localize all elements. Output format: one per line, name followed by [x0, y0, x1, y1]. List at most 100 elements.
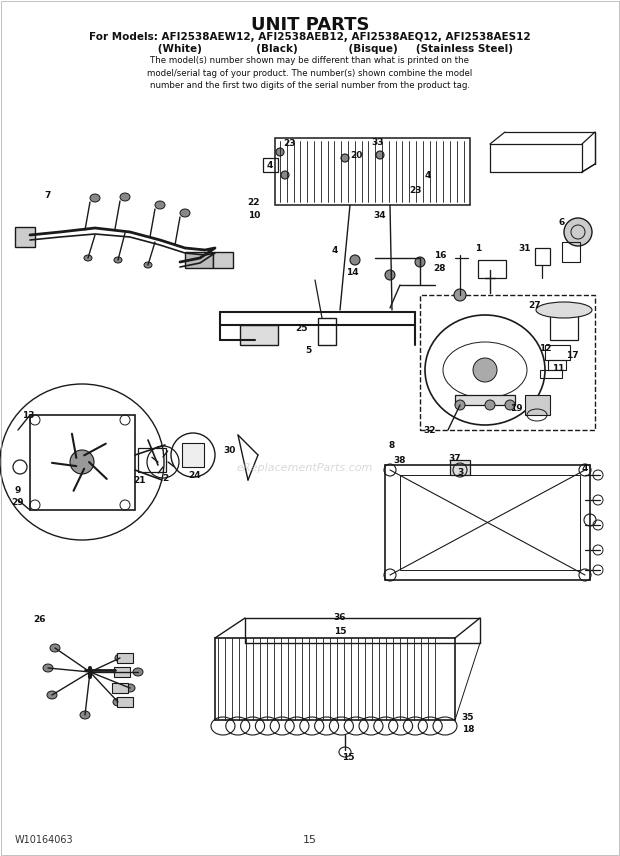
Text: 8: 8: [389, 441, 395, 449]
Text: 37: 37: [449, 454, 461, 462]
Text: 29: 29: [12, 497, 24, 507]
Ellipse shape: [50, 644, 60, 652]
Text: 30: 30: [224, 445, 236, 455]
Text: 3: 3: [457, 467, 463, 477]
Text: 32: 32: [423, 425, 436, 435]
Ellipse shape: [385, 270, 395, 280]
Ellipse shape: [185, 447, 201, 463]
Text: 18: 18: [462, 726, 474, 734]
Text: The model(s) number shown may be different than what is printed on the
model/ser: The model(s) number shown may be differe…: [148, 56, 472, 90]
Text: 15: 15: [303, 835, 317, 845]
Text: 20: 20: [350, 151, 362, 159]
Text: 1: 1: [475, 243, 481, 253]
Text: 4: 4: [425, 170, 431, 180]
Text: 16: 16: [434, 251, 446, 259]
Bar: [455, 395, 515, 405]
Bar: [117, 697, 133, 707]
Text: 28: 28: [434, 264, 446, 272]
Bar: [545, 345, 570, 360]
Ellipse shape: [43, 664, 53, 672]
Bar: [540, 370, 562, 378]
Text: 14: 14: [346, 268, 358, 276]
Bar: [275, 138, 470, 205]
Ellipse shape: [536, 302, 592, 318]
Text: 23: 23: [409, 186, 421, 194]
Ellipse shape: [114, 257, 122, 263]
Text: 15: 15: [334, 627, 346, 637]
Text: 36: 36: [334, 614, 346, 622]
Ellipse shape: [473, 358, 497, 382]
Text: 38: 38: [394, 455, 406, 465]
Text: 4: 4: [267, 161, 273, 169]
Text: 11: 11: [552, 364, 564, 372]
Text: 24: 24: [188, 471, 202, 479]
Bar: [535, 248, 550, 265]
Ellipse shape: [70, 450, 94, 474]
Text: 9: 9: [15, 485, 21, 495]
Bar: [182, 443, 204, 467]
Text: 13: 13: [22, 411, 34, 419]
Text: 22: 22: [248, 198, 260, 206]
Text: 23: 23: [284, 139, 296, 147]
Text: 10: 10: [248, 211, 260, 219]
Text: UNIT PARTS: UNIT PARTS: [250, 16, 370, 34]
Bar: [114, 667, 130, 677]
Bar: [240, 325, 278, 345]
Bar: [30, 415, 135, 510]
Text: 12: 12: [539, 343, 551, 353]
Text: 4: 4: [582, 463, 588, 473]
Ellipse shape: [341, 154, 349, 162]
Ellipse shape: [454, 289, 466, 301]
Bar: [263, 158, 278, 172]
Ellipse shape: [505, 400, 515, 410]
Ellipse shape: [180, 209, 190, 217]
Ellipse shape: [84, 255, 92, 261]
Text: (White)               (Black)              (Bisque)     (Stainless Steel): (White) (Black) (Bisque) (Stainless Stee…: [107, 44, 513, 54]
Ellipse shape: [120, 193, 130, 201]
Bar: [478, 260, 506, 278]
Text: For Models: AFI2538AEW12, AFI2538AEB12, AFI2538AEQ12, AFI2538AES12: For Models: AFI2538AEW12, AFI2538AEB12, …: [89, 32, 531, 42]
Bar: [548, 360, 566, 370]
Ellipse shape: [564, 218, 592, 246]
Ellipse shape: [350, 255, 360, 265]
Ellipse shape: [485, 400, 495, 410]
Ellipse shape: [455, 400, 465, 410]
Text: eReplacementParts.com: eReplacementParts.com: [237, 463, 373, 473]
Bar: [450, 460, 470, 475]
Text: W10164063: W10164063: [15, 835, 74, 845]
Ellipse shape: [415, 257, 425, 267]
Ellipse shape: [80, 711, 90, 719]
Ellipse shape: [281, 171, 289, 179]
Bar: [550, 310, 578, 340]
Text: 27: 27: [529, 300, 541, 310]
Text: 19: 19: [510, 403, 522, 413]
Text: 21: 21: [134, 475, 146, 484]
Text: 26: 26: [33, 615, 46, 625]
Text: 5: 5: [305, 346, 311, 354]
Bar: [420, 295, 595, 430]
Bar: [138, 448, 166, 472]
Ellipse shape: [155, 201, 165, 209]
Bar: [318, 318, 336, 345]
Ellipse shape: [113, 698, 123, 706]
Text: 15: 15: [342, 753, 354, 763]
Ellipse shape: [125, 684, 135, 692]
Ellipse shape: [276, 148, 284, 156]
Bar: [112, 683, 128, 693]
Bar: [117, 653, 133, 663]
Text: 34: 34: [374, 211, 386, 219]
Text: 31: 31: [519, 243, 531, 253]
Bar: [213, 252, 233, 268]
Text: 33: 33: [372, 138, 384, 146]
Ellipse shape: [376, 151, 384, 159]
Bar: [15, 227, 35, 247]
Bar: [525, 395, 550, 415]
Ellipse shape: [47, 691, 57, 699]
Ellipse shape: [115, 654, 125, 662]
Text: 6: 6: [559, 217, 565, 227]
Text: 17: 17: [565, 350, 578, 360]
Text: 35: 35: [462, 714, 474, 722]
Ellipse shape: [133, 668, 143, 676]
Text: 2: 2: [162, 473, 168, 483]
Ellipse shape: [144, 262, 152, 268]
